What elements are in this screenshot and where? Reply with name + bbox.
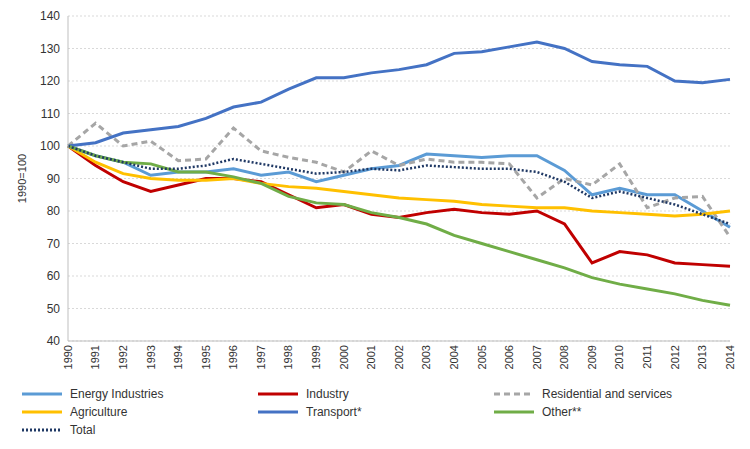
svg-text:1999: 1999 bbox=[310, 345, 322, 369]
svg-text:2013: 2013 bbox=[696, 345, 708, 369]
svg-text:1993: 1993 bbox=[145, 345, 157, 369]
svg-text:2002: 2002 bbox=[393, 345, 405, 369]
svg-text:2008: 2008 bbox=[558, 345, 570, 369]
svg-text:2003: 2003 bbox=[420, 345, 432, 369]
svg-text:1990=100: 1990=100 bbox=[16, 154, 28, 203]
svg-text:100: 100 bbox=[40, 139, 60, 153]
html-text:Other**: Other** bbox=[542, 405, 582, 419]
svg-text:130: 130 bbox=[40, 42, 60, 56]
svg-text:60: 60 bbox=[47, 269, 61, 283]
svg-text:2004: 2004 bbox=[448, 345, 460, 369]
svg-text:2001: 2001 bbox=[365, 345, 377, 369]
svg-text:1997: 1997 bbox=[255, 345, 267, 369]
svg-text:140: 140 bbox=[40, 9, 60, 23]
svg-text:1996: 1996 bbox=[227, 345, 239, 369]
svg-text:2011: 2011 bbox=[641, 345, 653, 369]
svg-text:110: 110 bbox=[41, 107, 60, 121]
html-text:Energy Industries: Energy Industries bbox=[70, 387, 164, 401]
svg-text:90: 90 bbox=[47, 172, 61, 186]
svg-text:70: 70 bbox=[47, 237, 61, 251]
svg-text:120: 120 bbox=[40, 74, 60, 88]
html-text:Transport*: Transport* bbox=[306, 405, 362, 419]
svg-text:2009: 2009 bbox=[586, 345, 598, 369]
html-text:Total: Total bbox=[70, 423, 96, 437]
svg-text:2007: 2007 bbox=[531, 345, 543, 369]
html-text:Industry: Industry bbox=[306, 387, 349, 401]
svg-text:2010: 2010 bbox=[613, 345, 625, 369]
svg-text:80: 80 bbox=[47, 204, 61, 218]
html-text:Agriculture: Agriculture bbox=[70, 405, 128, 419]
svg-text:50: 50 bbox=[47, 302, 61, 316]
svg-text:2006: 2006 bbox=[503, 345, 515, 369]
svg-text:1992: 1992 bbox=[117, 345, 129, 369]
svg-text:1990: 1990 bbox=[62, 345, 74, 369]
svg-text:2000: 2000 bbox=[338, 345, 350, 369]
svg-text:1991: 1991 bbox=[89, 345, 101, 369]
svg-text:2005: 2005 bbox=[476, 345, 488, 369]
html-text:Residential and services: Residential and services bbox=[542, 387, 673, 401]
svg-text:1995: 1995 bbox=[200, 345, 212, 369]
svg-text:40: 40 bbox=[47, 334, 61, 348]
svg-text:1994: 1994 bbox=[172, 345, 184, 369]
svg-text:2014: 2014 bbox=[724, 345, 736, 369]
svg-text:1998: 1998 bbox=[282, 345, 294, 369]
svg-text:2012: 2012 bbox=[669, 345, 681, 369]
